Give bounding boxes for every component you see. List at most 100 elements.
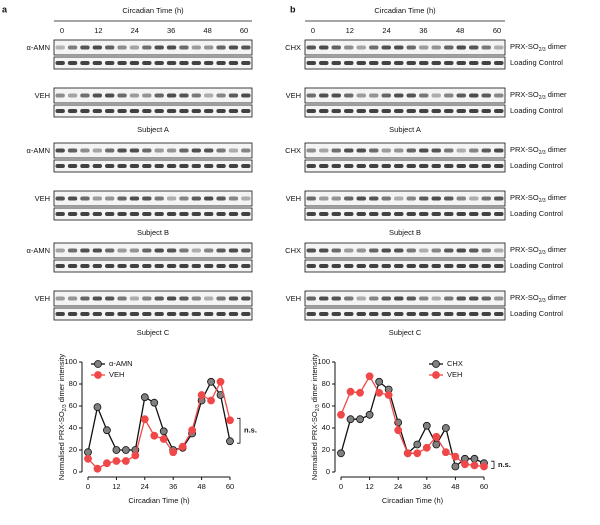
- x-tick-label: 36: [423, 482, 431, 491]
- data-point: [121, 457, 130, 465]
- x-tick-label: 24: [394, 482, 402, 491]
- blot-band: [241, 312, 251, 316]
- blot-box: [53, 87, 253, 104]
- blot-band: [331, 45, 341, 50]
- data-point: [413, 449, 422, 458]
- blot-band: [179, 93, 189, 98]
- subject-label: Subject B: [389, 228, 421, 237]
- blot-band: [319, 312, 329, 316]
- blot-band: [456, 148, 466, 153]
- blot-band: [356, 109, 366, 113]
- blot-band: [55, 296, 65, 301]
- ns-bracket: [491, 460, 495, 469]
- band-label: PRX-SO2/3 dimer: [510, 90, 567, 101]
- blot-band: [166, 93, 177, 98]
- subject-label: Subject C: [137, 328, 170, 337]
- data-point: [121, 446, 130, 454]
- blot-band: [469, 196, 479, 201]
- blot-band: [406, 61, 416, 65]
- blot-band: [381, 248, 391, 253]
- blot-band: [129, 212, 140, 216]
- blot-band: [228, 164, 239, 168]
- label-base: Normalised PRX-SO: [310, 411, 319, 480]
- blot-band: [142, 109, 152, 113]
- blot-band: [166, 264, 177, 268]
- blot-band: [431, 45, 441, 50]
- label-rest: dimer intensity: [57, 354, 66, 405]
- blot-band: [444, 109, 454, 113]
- blot-band: [344, 296, 354, 301]
- blot-band: [469, 212, 479, 216]
- blot-band: [55, 312, 65, 316]
- blot-band: [419, 61, 429, 65]
- blot-band: [55, 164, 65, 168]
- blot-band: [117, 196, 127, 201]
- data-point: [131, 451, 140, 460]
- blot-band: [456, 296, 466, 301]
- data-point: [461, 460, 469, 469]
- blot-band: [179, 296, 189, 301]
- blot-band: [228, 296, 239, 301]
- blot-band: [331, 93, 341, 98]
- blot-band: [431, 248, 441, 253]
- blot-band: [494, 61, 504, 65]
- blot-band: [369, 296, 379, 301]
- blot-band: [117, 148, 127, 153]
- blot-band: [179, 164, 189, 168]
- data-point: [112, 446, 121, 454]
- blot-band: [204, 296, 214, 301]
- blot-band: [191, 148, 201, 153]
- y-tick-label: 40: [69, 423, 77, 432]
- blot-band: [105, 61, 115, 65]
- row-label: VEH: [35, 194, 50, 203]
- blot-band: [55, 93, 65, 98]
- blot-band: [319, 264, 329, 268]
- blot-band: [191, 93, 201, 98]
- blot-band: [494, 45, 504, 50]
- blot-band: [406, 248, 416, 253]
- blot-band: [394, 196, 404, 201]
- control-label: Loading Control: [510, 161, 563, 170]
- blot-band: [117, 61, 127, 65]
- time-tick-label: 24: [382, 26, 390, 35]
- blot-band: [92, 109, 102, 113]
- legend-label: VEH: [109, 370, 124, 379]
- blot-band: [456, 61, 466, 65]
- time-label: Circadian Time (h): [374, 6, 436, 15]
- blot-band: [381, 109, 391, 113]
- blot-box: [304, 207, 506, 221]
- row-label: VEH: [35, 91, 50, 100]
- blot-band: [142, 296, 152, 301]
- blot-box: [53, 190, 253, 207]
- blot-band: [456, 312, 466, 316]
- blot-band: [92, 296, 102, 301]
- time-tick-label: 12: [346, 26, 354, 35]
- blot-band: [356, 196, 366, 201]
- blot-band: [419, 248, 429, 253]
- blot-band: [55, 61, 65, 65]
- blot-band: [494, 248, 504, 253]
- y-tick-label: 0: [73, 467, 77, 476]
- blot-band: [431, 212, 441, 216]
- label-base: PRX-SO: [510, 145, 539, 154]
- blot-band: [80, 312, 90, 316]
- subject-label: Subject C: [389, 328, 422, 337]
- blot-band: [117, 93, 127, 98]
- blot-band: [406, 45, 416, 50]
- blot-band: [228, 109, 239, 113]
- data-point: [375, 377, 384, 386]
- x-tick-label: 12: [365, 482, 373, 491]
- blot-band: [216, 296, 226, 301]
- blot-band: [92, 212, 102, 216]
- blot-box: [53, 259, 253, 273]
- blot-band: [369, 248, 379, 253]
- blot-band: [166, 61, 177, 65]
- blot-band: [331, 248, 341, 253]
- label-sub: 2/3: [539, 298, 546, 304]
- blot-band: [241, 45, 251, 50]
- blot-band: [166, 248, 177, 253]
- blot-band: [394, 164, 404, 168]
- blot-band: [154, 164, 164, 168]
- blot-band: [191, 296, 201, 301]
